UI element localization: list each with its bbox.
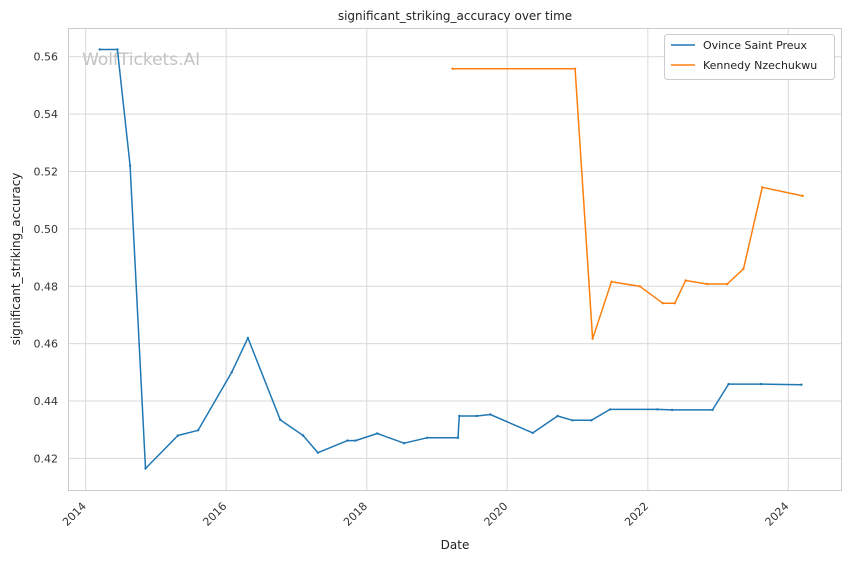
- legend-box: [664, 34, 835, 80]
- data-point-ovince-saint-preux: [590, 419, 593, 422]
- data-point-ovince-saint-preux: [800, 383, 803, 386]
- data-point-ovince-saint-preux: [670, 408, 674, 412]
- data-point-ovince-saint-preux: [489, 413, 492, 416]
- data-point-ovince-saint-preux: [230, 371, 233, 374]
- plot-frame: [68, 28, 842, 491]
- data-point-ovince-saint-preux: [279, 418, 282, 421]
- y-tick-label: 0.48: [34, 280, 59, 293]
- data-point-ovince-saint-preux: [556, 414, 559, 418]
- data-point-ovince-saint-preux: [656, 408, 659, 411]
- data-point-ovince-saint-preux: [128, 164, 132, 167]
- data-point-ovince-saint-preux: [571, 419, 574, 422]
- y-tick-label: 0.44: [34, 395, 59, 408]
- data-point-ovince-saint-preux: [727, 382, 730, 386]
- data-point-kennedy-nzechukwu: [761, 186, 764, 189]
- legend: Ovince Saint Preux Kennedy Nzechukwu: [664, 34, 835, 80]
- data-point-kennedy-nzechukwu: [705, 282, 709, 286]
- watermark: WolfTickets.AI: [82, 50, 200, 70]
- data-point-ovince-saint-preux: [176, 434, 180, 437]
- data-point-ovince-saint-preux: [759, 382, 763, 386]
- data-point-ovince-saint-preux: [458, 414, 461, 418]
- data-point-ovince-saint-preux: [475, 414, 478, 418]
- y-axis-label: significant_striking_accuracy: [9, 173, 23, 346]
- data-point-ovince-saint-preux: [425, 436, 429, 439]
- data-point-kennedy-nzechukwu: [801, 194, 804, 198]
- series-layer: [98, 48, 804, 470]
- legend-label-ovince-saint-preux: Ovince Saint Preux: [703, 39, 808, 52]
- data-point-kennedy-nzechukwu: [638, 285, 641, 288]
- y-tick-label: 0.46: [34, 338, 59, 351]
- data-point-ovince-saint-preux: [346, 439, 349, 442]
- y-tick-label: 0.54: [34, 108, 59, 121]
- data-point-ovince-saint-preux: [98, 48, 101, 51]
- data-point-kennedy-nzechukwu: [573, 67, 577, 70]
- y-tick-label: 0.52: [34, 165, 59, 178]
- data-point-kennedy-nzechukwu: [591, 337, 594, 340]
- data-point-kennedy-nzechukwu: [451, 67, 454, 70]
- data-point-ovince-saint-preux: [711, 408, 714, 412]
- y-tick-label: 0.50: [34, 223, 59, 236]
- data-point-kennedy-nzechukwu: [661, 302, 664, 305]
- chart-title: significant_striking_accuracy over time: [338, 9, 572, 23]
- data-point-ovince-saint-preux: [376, 432, 379, 435]
- y-axis: 0.42 0.44 0.46 0.48 0.50 0.52 0.54 0.56: [34, 51, 59, 466]
- data-point-ovince-saint-preux: [116, 48, 119, 51]
- data-point-kennedy-nzechukwu: [742, 267, 745, 270]
- data-point-ovince-saint-preux: [456, 436, 460, 439]
- data-point-ovince-saint-preux: [316, 451, 320, 454]
- data-point-ovince-saint-preux: [402, 442, 406, 445]
- x-axis-label: Date: [441, 538, 470, 552]
- data-point-kennedy-nzechukwu: [610, 280, 613, 283]
- data-point-ovince-saint-preux: [246, 336, 250, 340]
- y-tick-label: 0.42: [34, 452, 59, 465]
- data-point-ovince-saint-preux: [144, 467, 147, 470]
- data-point-kennedy-nzechukwu: [726, 282, 729, 286]
- grid: [68, 28, 841, 490]
- data-point-ovince-saint-preux: [608, 408, 612, 411]
- y-tick-label: 0.56: [34, 51, 59, 64]
- data-point-ovince-saint-preux: [301, 434, 305, 437]
- data-point-ovince-saint-preux: [354, 439, 357, 442]
- data-point-kennedy-nzechukwu: [673, 302, 676, 305]
- legend-label-kennedy-nzechukwu: Kennedy Nzechukwu: [703, 59, 817, 72]
- data-point-kennedy-nzechukwu: [684, 279, 687, 282]
- data-point-ovince-saint-preux: [196, 429, 200, 432]
- data-point-ovince-saint-preux: [531, 431, 534, 435]
